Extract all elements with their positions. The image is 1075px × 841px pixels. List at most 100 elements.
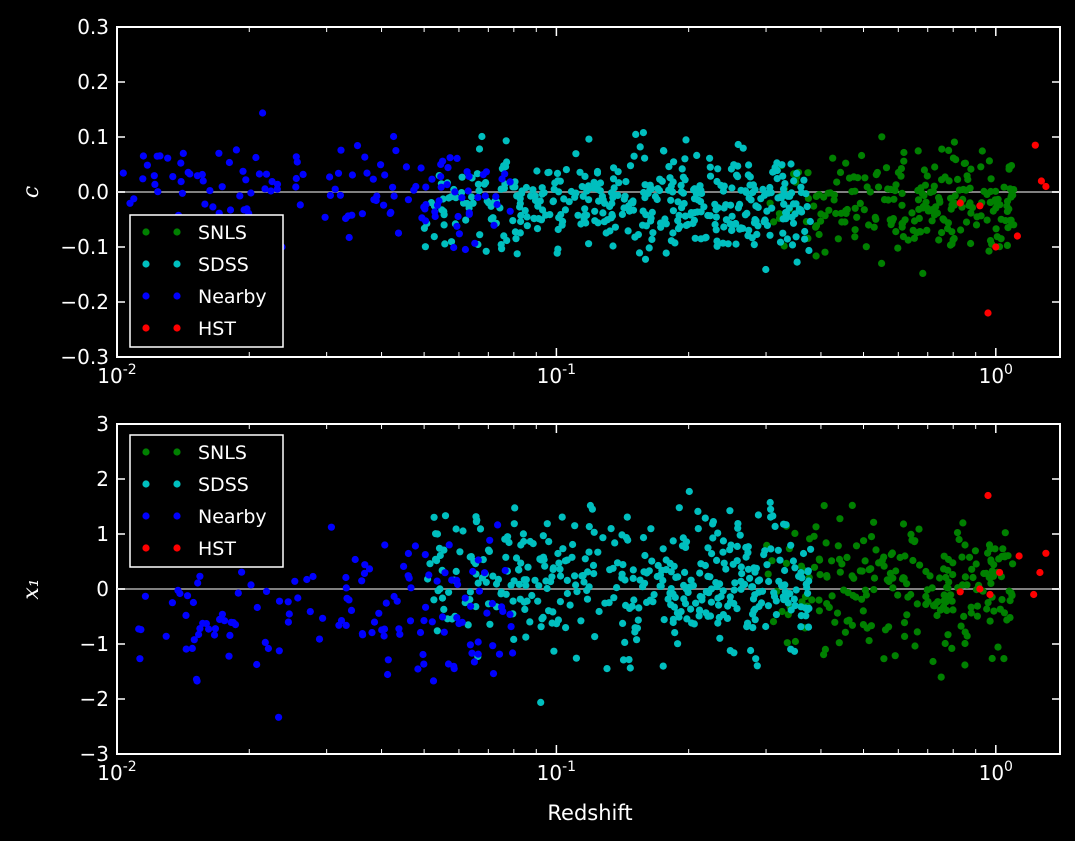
point-sdss — [537, 698, 545, 707]
point-nearby — [453, 154, 461, 162]
point-snls — [998, 552, 1006, 561]
point-sdss — [760, 551, 768, 559]
point-sdss — [693, 151, 701, 159]
point-snls — [932, 203, 940, 211]
point-sdss — [677, 181, 685, 189]
point-sdss — [695, 612, 703, 620]
point-snls — [791, 637, 800, 646]
point-sdss — [711, 200, 719, 208]
point-nearby — [419, 650, 427, 659]
legend-label-snls: SNLS — [198, 222, 247, 244]
point-sdss — [543, 584, 551, 593]
point-sdss — [550, 647, 558, 655]
point-sdss — [747, 196, 755, 204]
point-nearby — [466, 641, 474, 649]
point-sdss — [660, 147, 668, 155]
point-sdss — [607, 214, 615, 222]
point-snls — [778, 607, 786, 616]
point-sdss — [697, 208, 705, 216]
point-nearby — [467, 602, 475, 610]
point-nearby — [177, 178, 185, 186]
point-snls — [922, 592, 930, 601]
point-snls — [859, 621, 868, 629]
point-sdss — [561, 206, 570, 214]
point-sdss — [601, 199, 609, 207]
point-nearby — [422, 183, 430, 191]
point-sdss — [524, 563, 532, 571]
point-snls — [980, 569, 988, 578]
panel-bottom: 3 2 1 0 −1 −2 −310-2 10-1 100 x₁ SNLS SDSS Nearby HST — [19, 412, 1061, 785]
point-snls — [880, 562, 888, 570]
point-sdss — [769, 512, 777, 520]
point-snls — [1000, 655, 1008, 663]
point-sdss — [767, 545, 775, 553]
point-sdss — [774, 546, 782, 554]
point-sdss — [440, 221, 448, 229]
point-snls — [848, 621, 857, 629]
point-nearby — [380, 201, 388, 209]
legend-label-hst: HST — [198, 318, 236, 340]
point-snls — [962, 218, 971, 226]
point-snls — [972, 221, 981, 229]
point-sdss — [659, 545, 667, 553]
point-nearby — [226, 631, 234, 640]
point-snls — [878, 259, 886, 267]
point-snls — [941, 639, 949, 648]
point-sdss — [440, 605, 448, 614]
y-tick-label: −1 — [80, 632, 109, 656]
point-sdss — [468, 193, 476, 201]
point-sdss — [558, 513, 566, 521]
point-sdss — [736, 531, 744, 539]
point-sdss — [807, 545, 815, 553]
point-sdss — [438, 206, 446, 214]
point-sdss — [697, 560, 705, 568]
point-sdss — [749, 181, 758, 189]
point-sdss — [452, 567, 460, 576]
point-nearby — [275, 597, 284, 605]
point-sdss — [722, 565, 730, 573]
point-sdss — [734, 524, 742, 532]
point-snls — [967, 239, 975, 248]
point-snls — [853, 213, 861, 221]
point-nearby — [247, 189, 255, 197]
point-sdss — [435, 544, 444, 552]
point-sdss — [622, 534, 631, 542]
point-sdss — [726, 598, 735, 606]
point-snls — [994, 643, 1002, 651]
point-snls — [894, 591, 902, 599]
x-tick-label: 100 — [979, 362, 1013, 388]
point-sdss — [607, 525, 615, 533]
point-snls — [810, 202, 818, 210]
point-sdss — [585, 523, 593, 531]
point-snls — [1004, 552, 1012, 560]
point-sdss — [581, 555, 589, 563]
point-sdss — [539, 553, 548, 561]
point-snls — [987, 558, 995, 566]
point-snls — [953, 529, 962, 537]
point-sdss — [517, 211, 525, 220]
point-sdss — [540, 189, 548, 197]
point-sdss — [430, 596, 438, 604]
point-sdss — [793, 169, 801, 177]
point-snls — [856, 199, 864, 207]
point-sdss — [752, 202, 760, 210]
point-sdss — [648, 235, 656, 243]
point-sdss — [713, 242, 721, 250]
point-nearby — [345, 233, 353, 242]
point-nearby — [428, 618, 436, 626]
point-nearby — [294, 594, 302, 602]
point-sdss — [591, 217, 599, 225]
point-nearby — [292, 183, 300, 191]
point-nearby — [481, 569, 489, 577]
point-snls — [860, 206, 868, 214]
point-nearby — [490, 221, 498, 229]
legend-box — [129, 214, 284, 348]
point-sdss — [512, 235, 520, 243]
point-snls — [971, 547, 980, 555]
point-snls — [898, 189, 906, 197]
point-snls — [845, 616, 853, 624]
point-nearby — [390, 132, 398, 141]
point-sdss — [619, 561, 627, 569]
point-sdss — [509, 597, 517, 605]
point-snls — [1006, 614, 1014, 622]
